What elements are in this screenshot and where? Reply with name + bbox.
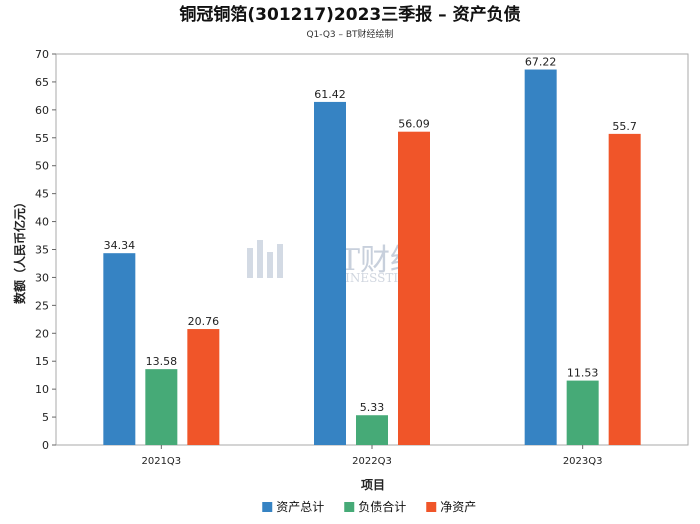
bar: [314, 101, 346, 446]
plot-area: 0 5 10 15 20 25 30 35 40 45 50 55 60 65 70 34.34 13.58 20…: [35, 48, 689, 467]
legend-swatch: [344, 502, 355, 512]
data-label: 20.76: [188, 315, 220, 328]
legend-item-label: 净资产: [440, 500, 476, 514]
bar: [103, 253, 136, 445]
data-label: 5.33: [360, 401, 385, 414]
data-label: 61.42: [314, 88, 346, 101]
data-label: 55.7: [612, 120, 637, 133]
legend-swatch: [262, 502, 273, 512]
data-label: 34.34: [104, 239, 136, 252]
y-tick-label: 20: [35, 327, 49, 340]
x-axis-label: 项目: [361, 478, 385, 492]
y-tick-label: 25: [35, 299, 49, 312]
x-tick-label: 2022Q3: [352, 456, 392, 467]
y-tick-label: 70: [35, 48, 49, 61]
bar: [145, 369, 178, 445]
y-tick-label: 50: [35, 160, 49, 173]
chart-subtitle: Q1-Q3 – BT财经绘制: [306, 28, 393, 40]
x-tick-label: 2021Q3: [141, 456, 181, 467]
watermark-logo-bar: [257, 240, 263, 278]
y-tick-label: 55: [35, 132, 49, 145]
data-label: 67.22: [525, 56, 557, 69]
watermark-logo-bar: [277, 244, 283, 278]
y-tick-label: 65: [35, 76, 49, 89]
bar: [398, 131, 430, 446]
watermark-logo-bar: [247, 248, 253, 278]
bar: [187, 329, 220, 445]
y-axis-label: 数额（人民币亿元）: [12, 196, 27, 304]
legend-swatch: [426, 502, 437, 512]
data-label: 11.53: [567, 367, 599, 380]
legend-item-label: 负债合计: [358, 499, 406, 514]
x-tick-label: 2023Q3: [563, 456, 603, 467]
y-tick-label: 5: [42, 411, 49, 424]
y-tick-label: 35: [35, 244, 49, 257]
bar: [524, 69, 557, 445]
bar: [608, 133, 641, 445]
chart-title: 铜冠铜箔(301217)2023三季报 – 资产负债: [179, 4, 520, 25]
y-tick-label: 45: [35, 188, 49, 201]
y-tick-label: 60: [35, 104, 49, 117]
legend-item-label: 资产总计: [276, 500, 324, 514]
y-tick-label: 15: [35, 355, 49, 368]
y-tick-label: 10: [35, 383, 49, 396]
bar: [356, 415, 388, 445]
legend: 资产总计 负债合计 净资产: [262, 499, 476, 514]
y-tick-label: 30: [35, 271, 49, 284]
y-tick-label: 0: [42, 439, 49, 452]
data-label: 56.09: [398, 118, 430, 131]
watermark-logo-bar: [267, 252, 273, 278]
bar: [566, 380, 599, 445]
data-label: 13.58: [146, 355, 178, 368]
y-tick-label: 40: [35, 216, 49, 229]
